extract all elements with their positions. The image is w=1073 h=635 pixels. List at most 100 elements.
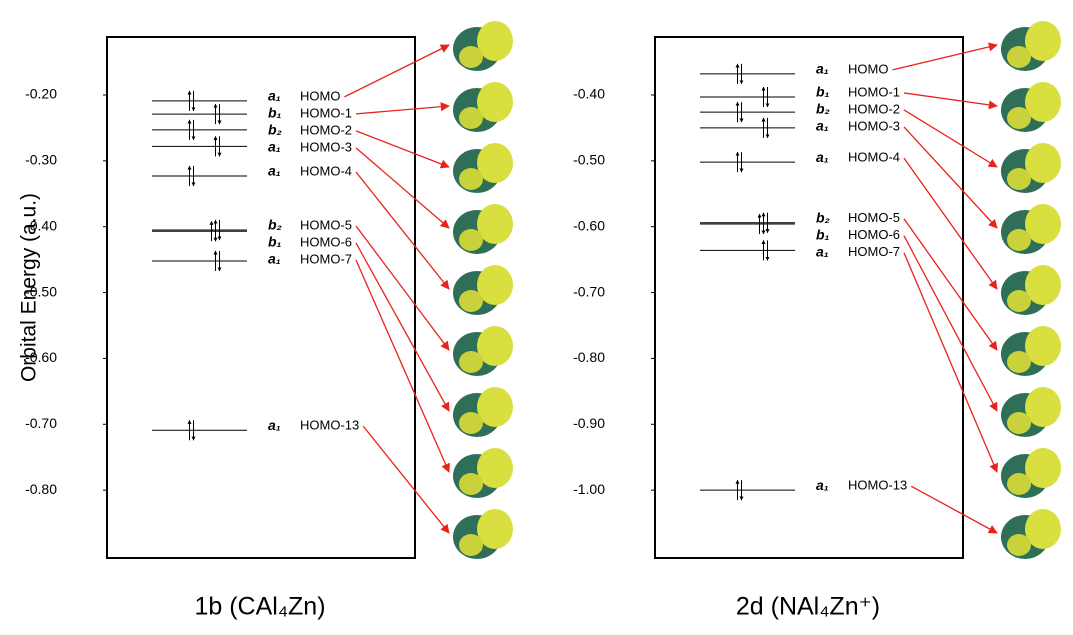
orbital-name: HOMO-2	[300, 122, 352, 137]
orbital-name: HOMO-4	[300, 163, 352, 178]
orbital-image	[1001, 21, 1061, 71]
y-tick-label: -0.90	[573, 415, 605, 431]
orbital-lobe	[459, 290, 483, 312]
orbital-name: HOMO-1	[300, 105, 352, 120]
orbital-lobe	[459, 229, 483, 251]
y-tick-label: -1.00	[573, 481, 605, 497]
orbital-name: HOMO-3	[848, 118, 900, 133]
pointer-arrow	[911, 486, 997, 533]
panel-title: 2d (NAl₄Zn⁺)	[736, 593, 880, 621]
orbital-lobe	[459, 46, 483, 68]
orbital-lobe	[459, 473, 483, 495]
y-tick-label: -0.70	[25, 415, 57, 431]
pointer-arrow	[904, 236, 997, 411]
orbital-image	[1001, 265, 1061, 315]
orbital-image	[1001, 204, 1061, 254]
orbital-name: HOMO-1	[848, 84, 900, 99]
symmetry-label: a₁	[268, 139, 281, 155]
orbital-lobe	[1007, 412, 1031, 434]
pointer-arrow	[356, 148, 449, 228]
pointer-arrow	[356, 243, 449, 411]
panel-title: 1b (CAl₄Zn)	[194, 593, 325, 621]
orbital-image	[453, 509, 513, 559]
orbital-lobe	[1007, 107, 1031, 129]
orbital-image	[1001, 448, 1061, 498]
orbital-name: HOMO-4	[848, 150, 900, 165]
symmetry-label: b₁	[816, 226, 830, 242]
orbital-lobe	[1007, 168, 1031, 190]
orbital-image	[1001, 143, 1061, 193]
orbital-lobe	[459, 168, 483, 190]
orbital-name: HOMO-3	[300, 139, 352, 154]
orbital-lobe	[1007, 229, 1031, 251]
orbital-image	[453, 387, 513, 437]
orbital-name: HOMO	[848, 61, 888, 76]
y-tick-label: -0.80	[573, 349, 605, 365]
y-tick-label: -0.70	[573, 283, 605, 299]
orbital-lobe	[1007, 46, 1031, 68]
orbital-name: HOMO-7	[300, 251, 352, 266]
pointer-arrow	[904, 110, 997, 167]
pointer-arrow	[356, 131, 449, 167]
orbital-lobe	[1007, 351, 1031, 373]
pointer-arrow	[904, 253, 997, 472]
figure: -0.20 -0.30 -0.40 -0.50 -0.60 -0.70 -0.80 Orbit…	[0, 0, 1073, 635]
orbital-image	[1001, 326, 1061, 376]
orbital-lobe	[459, 412, 483, 434]
symmetry-label: a₁	[268, 251, 281, 267]
orbital-image	[453, 326, 513, 376]
symmetry-label: b₁	[268, 234, 282, 250]
symmetry-label: a₁	[816, 477, 829, 493]
pointer-arrow	[904, 93, 997, 106]
y-tick-label: -0.80	[25, 481, 57, 497]
orbital-image	[453, 21, 513, 71]
orbital-image	[453, 265, 513, 315]
orbital-image	[1001, 387, 1061, 437]
symmetry-label: b₂	[816, 209, 830, 225]
symmetry-label: b₂	[816, 101, 830, 117]
orbital-image	[1001, 82, 1061, 132]
pointer-arrow	[892, 45, 997, 70]
orbital-lobe	[459, 351, 483, 373]
pointer-arrow	[344, 45, 449, 97]
y-tick-label: -0.20	[25, 86, 57, 102]
orbital-image	[1001, 509, 1061, 559]
orbital-lobe	[459, 107, 483, 129]
y-axis-label: Orbital Energy (a.u.)	[18, 193, 41, 382]
plot-frame	[107, 37, 415, 558]
orbital-name: HOMO	[300, 88, 340, 103]
orbital-name: HOMO-13	[848, 478, 907, 493]
pointer-arrow	[356, 260, 449, 472]
pointer-arrow	[356, 226, 449, 350]
orbital-lobe	[459, 534, 483, 556]
pointer-arrow	[356, 106, 449, 114]
y-tick-label: -0.40	[573, 86, 605, 102]
symmetry-label: a₁	[816, 61, 829, 77]
orbital-name: HOMO-5	[848, 210, 900, 225]
orbital-image	[453, 448, 513, 498]
orbital-name: HOMO-2	[848, 101, 900, 116]
y-tick-label: -0.50	[573, 152, 605, 168]
pointer-arrow	[356, 172, 449, 289]
orbital-image	[453, 82, 513, 132]
orbital-name: HOMO-7	[848, 244, 900, 259]
symmetry-label: a₁	[268, 417, 281, 433]
orbital-image	[453, 204, 513, 254]
y-tick-label: -0.60	[573, 217, 605, 233]
symmetry-label: a₁	[268, 163, 281, 179]
orbital-lobe	[1007, 473, 1031, 495]
y-tick-label: -0.30	[25, 152, 57, 168]
plot-frame	[655, 37, 963, 558]
orbital-image	[453, 143, 513, 193]
symmetry-label: a₁	[268, 88, 281, 104]
symmetry-label: b₂	[268, 217, 282, 233]
symmetry-label: b₂	[268, 122, 282, 138]
symmetry-label: b₁	[268, 105, 282, 121]
symmetry-label: a₁	[816, 118, 829, 134]
orbital-name: HOMO-6	[300, 234, 352, 249]
orbital-name: HOMO-6	[848, 227, 900, 242]
symmetry-label: a₁	[816, 149, 829, 165]
symmetry-label: b₁	[816, 84, 830, 100]
symmetry-label: a₁	[816, 243, 829, 259]
orbital-lobe	[1007, 534, 1031, 556]
